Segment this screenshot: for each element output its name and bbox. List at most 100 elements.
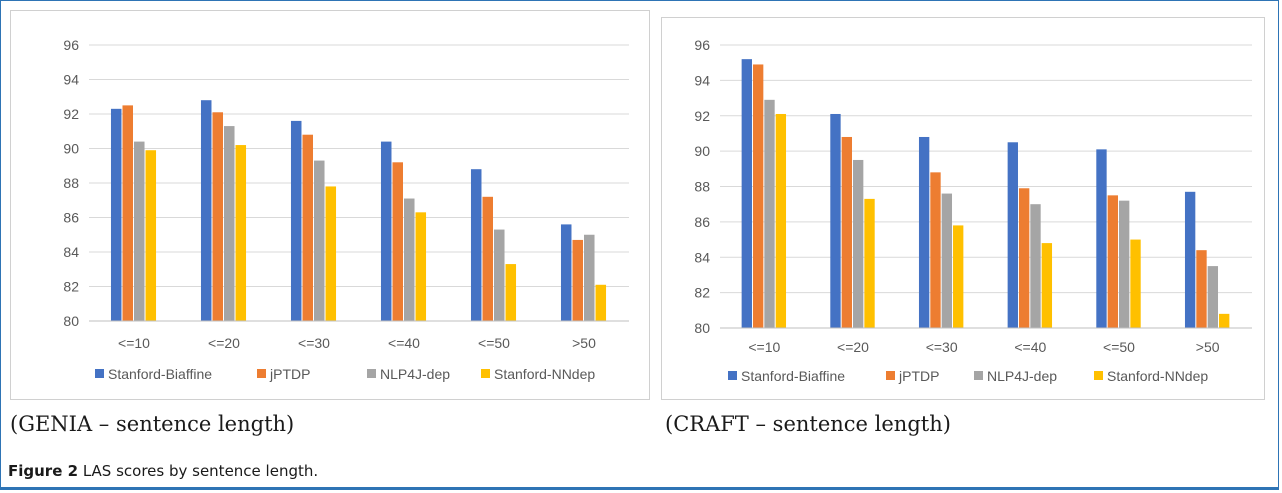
y-tick-label: 88 bbox=[694, 179, 710, 195]
genia-chart: 80 82 84 86 88 90 92 94 96 <=10 <=20 <=30 <=40 <=50 >5… bbox=[10, 10, 650, 400]
y-tick-label: 80 bbox=[63, 313, 79, 329]
bar-jptdp bbox=[1107, 195, 1118, 328]
legend-swatch bbox=[974, 371, 983, 380]
x-tick-label: >50 bbox=[572, 335, 596, 351]
bar-nlp4j-dep bbox=[494, 229, 505, 321]
bar-nlp4j-dep bbox=[764, 99, 775, 328]
bar-jptdp bbox=[841, 136, 852, 328]
x-tick-label: <=50 bbox=[478, 335, 510, 351]
bar-stanford-nndep bbox=[1041, 243, 1053, 328]
bar-stanford-biaffine bbox=[1184, 191, 1196, 328]
y-tick-label: 86 bbox=[63, 210, 79, 226]
bar-jptdp bbox=[752, 64, 764, 329]
bar-nlp4j-dep bbox=[941, 193, 953, 328]
bar-jptdp bbox=[122, 105, 133, 321]
craft-panel-caption: (CRAFT – sentence length) bbox=[665, 412, 951, 436]
legend-label: Stanford-Biaffine bbox=[741, 368, 845, 384]
bar-nlp4j-dep bbox=[404, 198, 415, 321]
legend-label: Stanford-Biaffine bbox=[108, 366, 212, 382]
y-tick-label: 88 bbox=[63, 175, 79, 191]
x-tick-label: <=50 bbox=[1103, 339, 1135, 355]
craft-chart-panel: 80 82 84 86 88 90 92 94 96 <=10 <=20 <=30 <=40 <=50 >5… bbox=[661, 17, 1265, 400]
figure-caption-text: LAS scores by sentence length. bbox=[82, 462, 319, 480]
genia-panel-caption: (GENIA – sentence length) bbox=[10, 412, 295, 436]
bar-stanford-nndep bbox=[1219, 313, 1230, 328]
bar-stanford-biaffine bbox=[918, 136, 930, 328]
x-tick-label: <=40 bbox=[1014, 339, 1046, 355]
bar-jptdp bbox=[302, 134, 313, 321]
bar-stanford-nndep bbox=[325, 186, 337, 321]
bar-nlp4j-dep bbox=[584, 234, 595, 321]
bar-stanford-biaffine bbox=[560, 224, 572, 321]
bar-stanford-biaffine bbox=[470, 169, 482, 321]
bar-nlp4j-dep bbox=[853, 159, 864, 328]
bar-stanford-nndep bbox=[235, 145, 247, 321]
y-tick-label: 96 bbox=[694, 37, 710, 53]
bar-stanford-nndep bbox=[1130, 239, 1141, 328]
legend-swatch bbox=[367, 369, 376, 378]
bar-jptdp bbox=[930, 172, 941, 328]
legend-label: NLP4J-dep bbox=[380, 366, 450, 382]
legend-label: NLP4J-dep bbox=[987, 368, 1057, 384]
bar-stanford-biaffine bbox=[200, 100, 212, 321]
bar-nlp4j-dep bbox=[1030, 204, 1041, 328]
y-tick-label: 90 bbox=[694, 143, 710, 159]
bar-nlp4j-dep bbox=[134, 141, 145, 321]
craft-chart: 80 82 84 86 88 90 92 94 96 <=10 <=20 <=30 <=40 <=50 >5… bbox=[661, 17, 1265, 400]
x-tick-label: >50 bbox=[1196, 339, 1220, 355]
legend-swatch bbox=[481, 369, 490, 378]
y-tick-label: 80 bbox=[694, 320, 710, 336]
y-tick-label: 92 bbox=[63, 106, 79, 122]
bar-stanford-biaffine bbox=[380, 141, 392, 321]
y-tick-label: 96 bbox=[63, 37, 79, 53]
x-tick-label: <=20 bbox=[837, 339, 869, 355]
bar-nlp4j-dep bbox=[314, 160, 325, 321]
legend-label: jPTDP bbox=[269, 366, 310, 382]
bar-nlp4j-dep bbox=[224, 126, 235, 321]
bar-stanford-nndep bbox=[505, 264, 517, 321]
figure-caption: Figure 2 LAS scores by sentence length. bbox=[8, 462, 318, 480]
figure-label: Figure 2 bbox=[8, 462, 79, 480]
y-tick-label: 86 bbox=[694, 214, 710, 230]
bar-jptdp bbox=[1196, 250, 1207, 328]
bar-stanford-nndep bbox=[953, 225, 964, 328]
bar-stanford-biaffine bbox=[741, 59, 752, 329]
y-tick-label: 84 bbox=[63, 244, 79, 260]
legend-label: jPTDP bbox=[898, 368, 939, 384]
y-tick-label: 90 bbox=[63, 141, 79, 157]
bar-stanford-biaffine bbox=[830, 113, 841, 328]
legend-swatch bbox=[257, 369, 266, 378]
x-tick-label: <=10 bbox=[748, 339, 780, 355]
x-tick-label: <=20 bbox=[208, 335, 240, 351]
bar-stanford-biaffine bbox=[110, 108, 122, 321]
legend-swatch bbox=[95, 369, 104, 378]
bar-jptdp bbox=[392, 162, 403, 321]
y-tick-label: 82 bbox=[63, 279, 79, 295]
bar-jptdp bbox=[572, 239, 583, 321]
genia-chart-panel: 80 82 84 86 88 90 92 94 96 <=10 <=20 <=30 <=40 <=50 >5… bbox=[10, 10, 650, 400]
bar-stanford-nndep bbox=[775, 113, 787, 328]
x-tick-label: <=10 bbox=[118, 335, 150, 351]
bar-stanford-biaffine bbox=[1007, 142, 1018, 328]
y-tick-label: 84 bbox=[694, 249, 710, 265]
x-tick-label: <=30 bbox=[926, 339, 958, 355]
bar-jptdp bbox=[482, 196, 493, 321]
legend-swatch bbox=[886, 371, 895, 380]
bar-stanford-nndep bbox=[595, 284, 607, 321]
bar-jptdp bbox=[1018, 188, 1030, 328]
bar-stanford-nndep bbox=[145, 150, 157, 321]
y-tick-label: 92 bbox=[694, 108, 710, 124]
y-tick-label: 94 bbox=[694, 72, 710, 88]
bar-stanford-biaffine bbox=[290, 120, 302, 322]
y-tick-label: 82 bbox=[694, 285, 710, 301]
legend-swatch bbox=[1094, 371, 1103, 380]
bar-stanford-nndep bbox=[415, 212, 427, 321]
y-tick-label: 94 bbox=[63, 72, 79, 88]
x-tick-label: <=30 bbox=[298, 335, 330, 351]
legend-swatch bbox=[728, 371, 737, 380]
bar-jptdp bbox=[212, 112, 223, 322]
bar-stanford-nndep bbox=[864, 198, 875, 328]
x-tick-label: <=40 bbox=[388, 335, 420, 351]
bar-nlp4j-dep bbox=[1119, 200, 1130, 328]
